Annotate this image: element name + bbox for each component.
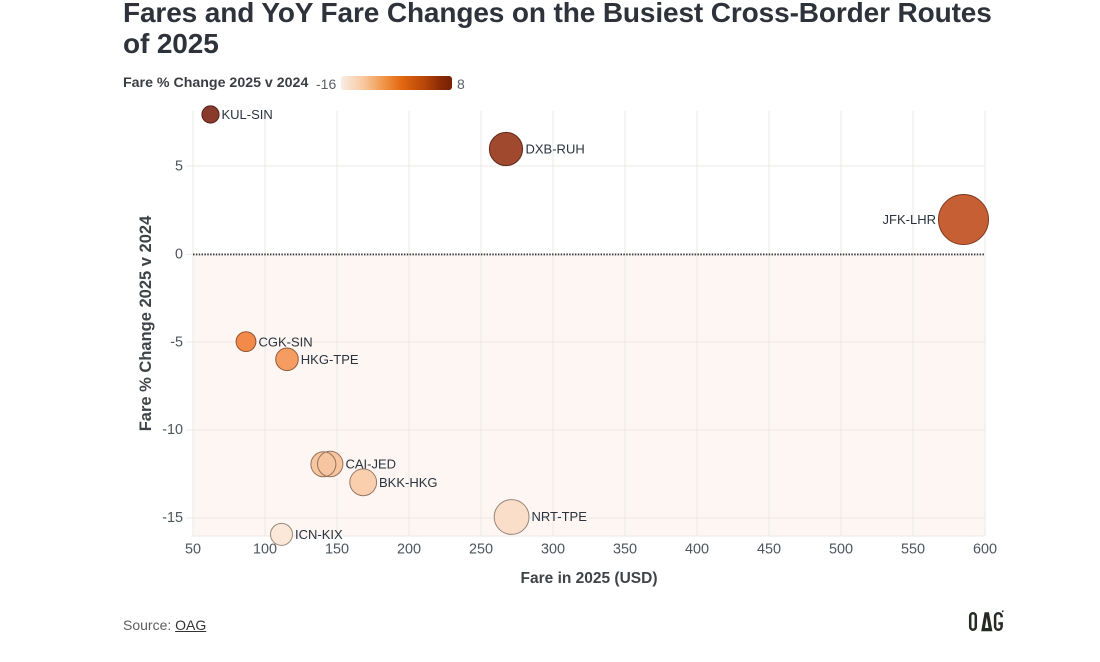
svg-text:-10: -10: [162, 422, 183, 438]
svg-text:450: 450: [757, 542, 781, 558]
svg-text:600: 600: [973, 542, 997, 558]
svg-text:400: 400: [685, 542, 709, 558]
svg-text:DXB-RUH: DXB-RUH: [526, 142, 585, 157]
svg-text:0: 0: [175, 247, 183, 263]
svg-text:500: 500: [829, 542, 853, 558]
svg-text:350: 350: [613, 542, 637, 558]
svg-text:250: 250: [469, 542, 493, 558]
svg-text:Fare in 2025 (USD): Fare in 2025 (USD): [521, 570, 658, 587]
svg-text:300: 300: [541, 542, 565, 558]
svg-text:ICN-KIX: ICN-KIX: [295, 527, 343, 542]
svg-text:BKK-HKG: BKK-HKG: [379, 475, 438, 490]
svg-text:KUL-SIN: KUL-SIN: [222, 107, 273, 122]
svg-text:Fare % Change 2025 v 2024: Fare % Change 2025 v 2024: [137, 215, 155, 431]
svg-text:NRT-TPE: NRT-TPE: [532, 509, 588, 524]
svg-text:CAI-JED: CAI-JED: [346, 457, 397, 472]
svg-text:5: 5: [175, 159, 183, 175]
svg-text:200: 200: [397, 542, 421, 558]
svg-text:JFK-LHR: JFK-LHR: [883, 212, 936, 227]
svg-text:150: 150: [325, 542, 349, 558]
svg-text:100: 100: [253, 542, 277, 558]
svg-text:-5: -5: [170, 334, 183, 350]
svg-text:50: 50: [185, 542, 201, 558]
svg-text:-15: -15: [162, 510, 183, 526]
svg-text:550: 550: [901, 542, 925, 558]
svg-text:HKG-TPE: HKG-TPE: [301, 352, 359, 367]
svg-text:CGK-SIN: CGK-SIN: [259, 334, 313, 349]
